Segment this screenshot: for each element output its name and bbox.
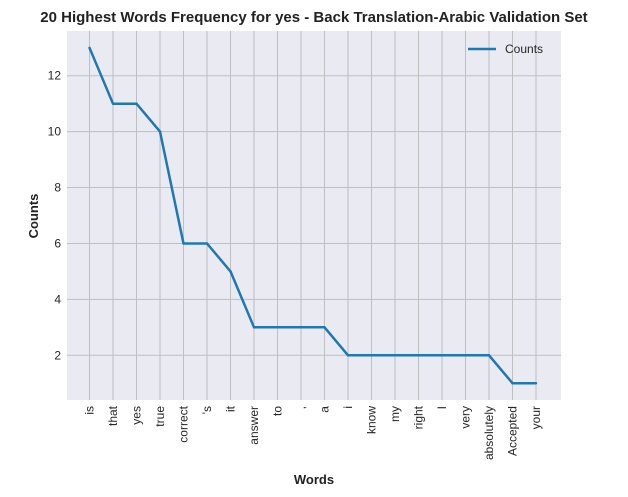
- x-tick-label: true: [153, 406, 167, 427]
- x-tick-label: I: [435, 406, 449, 409]
- legend: Counts: [468, 42, 543, 56]
- data-point: [323, 326, 326, 329]
- plot-area: [67, 31, 561, 400]
- y-axis-label: Counts: [26, 194, 41, 239]
- data-point: [205, 242, 209, 245]
- y-tick-label: 8: [54, 181, 61, 195]
- data-point: [182, 242, 185, 245]
- x-tick-label: absolutely: [482, 406, 496, 460]
- x-axis-ticks: is that yes true correct 's it answer to, a i know m…: [83, 405, 544, 460]
- legend-label-counts: Counts: [505, 42, 543, 56]
- y-tick-label: 6: [54, 236, 61, 250]
- x-tick-label: very: [459, 406, 473, 429]
- data-point: [135, 102, 138, 105]
- y-axis-ticks: 2 4 6 8 10 12: [48, 69, 62, 363]
- y-tick-label: 4: [54, 292, 61, 306]
- data-point: [158, 130, 162, 133]
- x-tick-label: correct: [177, 405, 191, 442]
- data-point: [299, 326, 303, 329]
- data-points: [88, 46, 538, 385]
- x-tick-label: yes: [130, 406, 144, 425]
- data-point: [440, 354, 444, 357]
- data-point: [229, 270, 232, 273]
- data-point: [111, 102, 115, 105]
- x-tick-label: right: [412, 405, 426, 429]
- x-tick-label: answer: [247, 406, 261, 445]
- x-tick-label: know: [365, 406, 379, 434]
- x-tick-label: a: [318, 406, 332, 413]
- x-tick-label: ,: [294, 406, 308, 409]
- x-tick-label: that: [106, 405, 120, 426]
- data-point: [534, 382, 538, 385]
- chart-title: 20 Highest Words Frequency for yes - Bac…: [40, 9, 587, 26]
- data-point: [487, 354, 491, 357]
- x-tick-label: is: [83, 406, 97, 415]
- x-tick-label: to: [271, 406, 285, 416]
- x-tick-label: it: [224, 405, 238, 412]
- data-point: [464, 354, 467, 357]
- grid: [67, 31, 561, 400]
- data-point: [252, 326, 256, 329]
- y-tick-label: 10: [48, 125, 62, 139]
- data-point: [346, 354, 350, 357]
- y-tick-label: 2: [54, 348, 61, 362]
- x-tick-label: i: [341, 406, 355, 409]
- x-tick-label: 's: [200, 406, 214, 414]
- data-point: [393, 354, 397, 357]
- data-point: [511, 382, 514, 385]
- y-tick-label: 12: [48, 69, 62, 83]
- data-point: [88, 46, 91, 49]
- x-tick-label: my: [388, 406, 402, 422]
- x-tick-label: Accepted: [506, 406, 520, 456]
- data-point: [276, 326, 279, 329]
- series-line-counts: [88, 47, 536, 385]
- data-point: [370, 354, 373, 357]
- data-point: [417, 354, 420, 357]
- x-tick-label: your: [529, 406, 543, 429]
- x-axis-label: Words: [294, 472, 334, 487]
